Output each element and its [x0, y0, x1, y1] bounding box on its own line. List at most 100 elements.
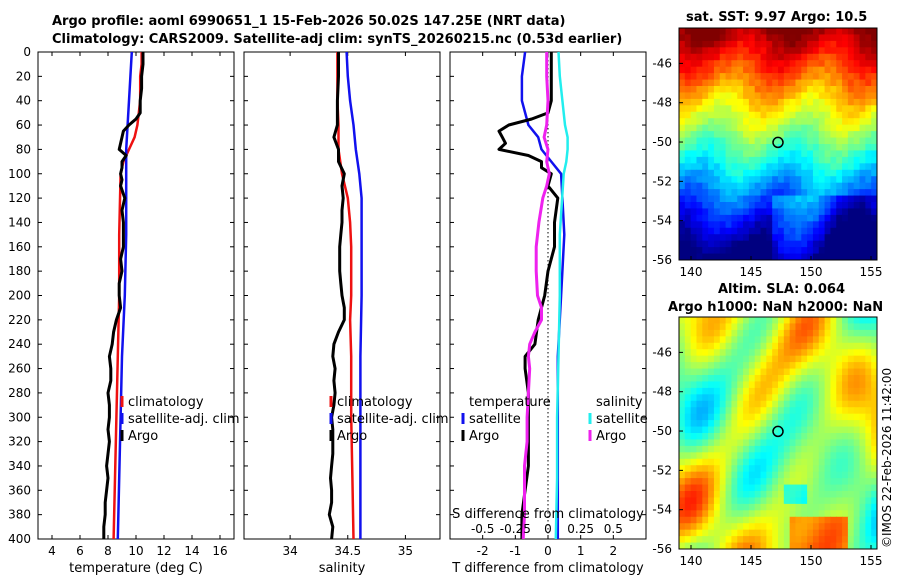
map-cell — [871, 433, 877, 441]
map-cell — [772, 400, 779, 408]
map-cell — [859, 478, 866, 486]
map-cell — [824, 529, 832, 537]
map-cell — [795, 523, 802, 531]
map-cell — [783, 79, 791, 87]
map-cell — [830, 202, 837, 210]
map-cell — [725, 426, 733, 434]
map-cell — [853, 156, 861, 164]
map-cell — [859, 247, 866, 255]
map-cell — [679, 221, 686, 229]
map-cell — [719, 471, 727, 479]
map-cell — [702, 368, 709, 376]
map-cell — [708, 144, 715, 152]
map-cell — [743, 433, 750, 441]
map-cell — [801, 362, 808, 370]
map-cell — [789, 368, 797, 376]
map-cell — [719, 144, 727, 152]
map-cell — [836, 105, 843, 113]
map-cell — [743, 503, 750, 511]
map-cell — [725, 471, 733, 479]
depth-tick-label: 340 — [8, 459, 31, 473]
map-cell — [836, 131, 843, 139]
map-cell — [847, 189, 855, 197]
map-cell — [807, 420, 814, 428]
map-cell — [801, 214, 808, 222]
map-cell — [684, 189, 692, 197]
map-cell — [760, 227, 767, 235]
map-cell — [853, 413, 861, 421]
map-cell — [842, 86, 849, 94]
map-cell — [679, 92, 686, 100]
map-cell — [795, 60, 802, 68]
map-cell — [748, 208, 756, 216]
map-cell — [801, 253, 808, 260]
lat-tick-label: -54 — [652, 214, 672, 228]
map-cell — [807, 214, 814, 222]
map-cell — [766, 47, 773, 55]
map-cell — [731, 208, 738, 216]
map-cell — [795, 503, 802, 511]
map-cell — [859, 105, 866, 113]
map-cell — [824, 240, 832, 248]
map-cell — [754, 394, 762, 402]
map-cell — [725, 156, 733, 164]
map-cell — [679, 150, 686, 158]
map-cell — [830, 208, 837, 216]
map-cell — [713, 349, 721, 357]
map-cell — [702, 355, 709, 363]
map-cell — [801, 523, 808, 531]
map-cell — [842, 137, 849, 145]
map-cell — [702, 516, 709, 524]
map-cell — [772, 394, 779, 402]
map-cell — [684, 137, 692, 145]
map-cell — [801, 407, 808, 415]
map-cell — [713, 471, 721, 479]
map-cell — [789, 182, 797, 190]
map-cell — [830, 60, 837, 68]
map-cell — [754, 355, 762, 363]
map-cell — [812, 368, 820, 376]
map-cell — [684, 98, 692, 106]
map-cell — [684, 439, 692, 447]
map-cell — [807, 227, 814, 235]
map-cell — [795, 176, 802, 184]
map-cell — [737, 73, 744, 81]
map-cell — [679, 471, 686, 479]
map-cell — [871, 124, 877, 132]
map-cell — [795, 491, 802, 499]
map-cell — [772, 163, 779, 171]
map-cell — [679, 182, 686, 190]
map-cell — [743, 445, 750, 453]
map-cell — [853, 79, 861, 87]
depth-tick-label: 40 — [16, 94, 31, 108]
map-cell — [679, 137, 686, 145]
map-cell — [708, 195, 715, 203]
map-cell — [684, 124, 692, 132]
map-cell — [748, 342, 756, 350]
map-cell — [684, 169, 692, 177]
map-cell — [812, 536, 820, 544]
map-cell — [684, 445, 692, 453]
map-cell — [824, 169, 832, 177]
map-cell — [760, 124, 767, 132]
map-cell — [865, 342, 872, 350]
map-cell — [830, 420, 837, 428]
map-cell — [789, 124, 797, 132]
map-cell — [830, 111, 837, 119]
map-cell — [812, 426, 820, 434]
map-cell — [731, 536, 738, 544]
map-cell — [684, 484, 692, 492]
map-cell — [713, 124, 721, 132]
map-cell — [795, 124, 802, 132]
map-cell — [772, 439, 779, 447]
map-cell — [853, 214, 861, 222]
map-cell — [789, 433, 797, 441]
map-cell — [766, 118, 773, 126]
map-cell — [789, 86, 797, 94]
map-cell — [830, 317, 837, 325]
map-cell — [778, 452, 785, 460]
map-cell — [830, 445, 837, 453]
map-cell — [789, 439, 797, 447]
map-cell — [743, 536, 750, 544]
map-cell — [847, 240, 855, 248]
